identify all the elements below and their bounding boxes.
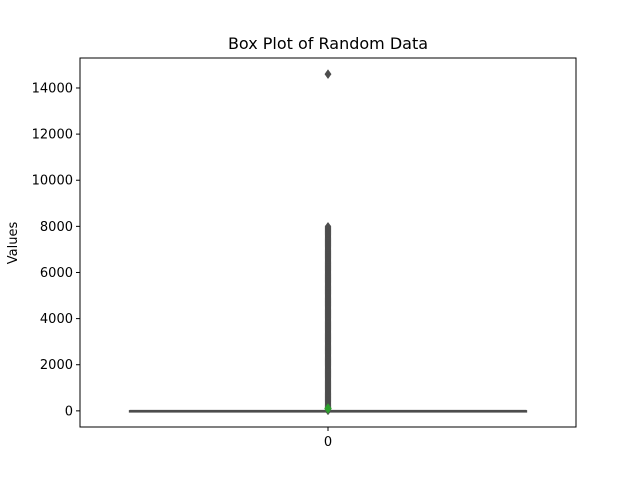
outlier-marker (324, 221, 332, 231)
y-tick-label: 10000 (32, 174, 73, 189)
chart-title: Box Plot of Random Data (228, 34, 428, 53)
y-tick-label: 2000 (40, 358, 73, 373)
y-axis-label: Values (6, 222, 21, 265)
mean-marker (324, 403, 332, 414)
y-tick-label: 0 (65, 404, 73, 419)
y-tick-label: 14000 (32, 81, 73, 96)
plot-area: 0 2000 4000 6000 8000 10000 12000 14000 0 (32, 57, 577, 450)
y-tick-label: 4000 (40, 312, 73, 327)
y-tick-label: 6000 (40, 266, 73, 281)
y-tick-label: 12000 (32, 128, 73, 143)
x-tick-label: 0 (324, 435, 332, 450)
max-outlier-marker (324, 69, 332, 80)
y-tick-label: 8000 (40, 220, 73, 235)
